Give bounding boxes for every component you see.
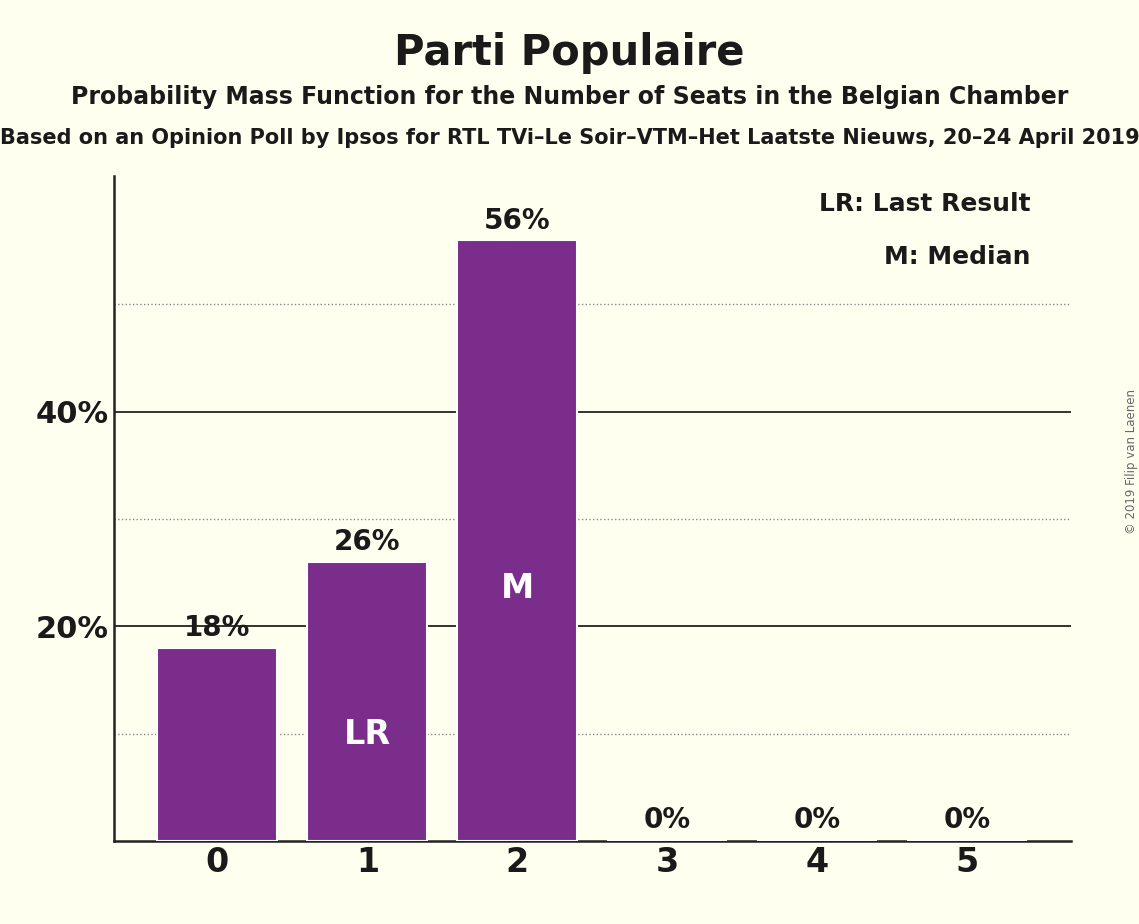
Text: Based on an Opinion Poll by Ipsos for RTL TVi–Le Soir–VTM–Het Laatste Nieuws, 20: Based on an Opinion Poll by Ipsos for RT… <box>0 128 1139 148</box>
Text: M: M <box>501 572 534 605</box>
Text: M: Median: M: Median <box>884 245 1030 269</box>
Text: LR: Last Result: LR: Last Result <box>819 191 1030 215</box>
Text: 56%: 56% <box>484 207 550 235</box>
Bar <box>157 648 278 841</box>
Text: © 2019 Filip van Laenen: © 2019 Filip van Laenen <box>1124 390 1138 534</box>
Text: Parti Populaire: Parti Populaire <box>394 32 745 74</box>
Text: 0%: 0% <box>644 807 691 834</box>
Text: 26%: 26% <box>334 529 401 556</box>
Text: 0%: 0% <box>794 807 841 834</box>
Bar <box>458 240 577 841</box>
Bar <box>308 562 427 841</box>
Text: Probability Mass Function for the Number of Seats in the Belgian Chamber: Probability Mass Function for the Number… <box>71 85 1068 109</box>
Text: 0%: 0% <box>943 807 991 834</box>
Text: LR: LR <box>344 718 391 751</box>
Text: 18%: 18% <box>185 614 251 642</box>
